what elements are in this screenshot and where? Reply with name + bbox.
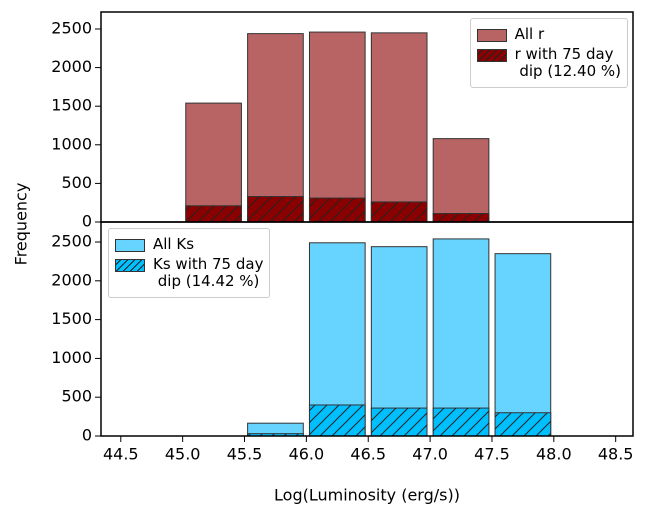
y-tick-label: 1000 bbox=[51, 134, 92, 153]
legend-entry: All Ks bbox=[115, 236, 263, 253]
x-axis-label: Log(Luminosity (erg/s)) bbox=[274, 486, 460, 505]
y-tick-label: 2500 bbox=[51, 18, 92, 37]
legend: All Ks Ks with 75 day dip (14.42 %) bbox=[108, 228, 271, 298]
bar bbox=[247, 33, 304, 223]
bar bbox=[308, 242, 366, 437]
y-tick-label: 1500 bbox=[51, 96, 92, 115]
legend-label: Ks with 75 day dip (14.42 %) bbox=[153, 255, 264, 290]
y-tick-label: 0 bbox=[82, 426, 92, 445]
legend-entry: r with 75 day dip (12.40 %) bbox=[476, 45, 621, 80]
x-tick-label: 46.5 bbox=[350, 445, 386, 464]
bar-hatch bbox=[247, 433, 304, 436]
bar bbox=[370, 246, 428, 437]
y-tick-label: 2000 bbox=[51, 270, 92, 289]
y-tick-label: 0 bbox=[82, 212, 92, 231]
legend-swatch bbox=[476, 49, 507, 62]
bar bbox=[185, 102, 242, 223]
bar-hatch bbox=[247, 196, 304, 222]
bar-hatch bbox=[371, 201, 428, 222]
legend-swatch bbox=[476, 29, 507, 42]
legend-entry: Ks with 75 day dip (14.42 %) bbox=[115, 256, 263, 290]
legend-label: All r bbox=[514, 25, 545, 43]
legend-swatch bbox=[115, 239, 145, 252]
bar bbox=[432, 138, 490, 223]
legend-entry: All r bbox=[476, 25, 621, 43]
y-tick-label: 1500 bbox=[51, 309, 92, 328]
legend-swatch bbox=[115, 259, 145, 272]
y-tick-label: 2500 bbox=[51, 232, 92, 251]
bar-hatch bbox=[309, 404, 366, 436]
y-axis-label: Frequency bbox=[12, 183, 31, 266]
bar-hatch bbox=[371, 408, 428, 436]
x-tick-label: 47.0 bbox=[412, 445, 448, 464]
x-tick-label: 46.0 bbox=[289, 445, 325, 464]
bar-hatch bbox=[185, 205, 242, 222]
bar-hatch bbox=[309, 198, 366, 222]
y-tick-label: 500 bbox=[61, 387, 92, 406]
y-tick-label: 500 bbox=[61, 173, 92, 192]
x-tick-label: 44.5 bbox=[103, 445, 139, 464]
legend-label: All Ks bbox=[153, 235, 195, 253]
bar-hatch bbox=[433, 408, 489, 436]
bar-hatch bbox=[495, 412, 551, 436]
axes-frame bbox=[100, 221, 634, 437]
x-tick-label: 48.5 bbox=[598, 445, 634, 464]
legend-label: r with 75 day dip (12.40 %) bbox=[514, 45, 621, 80]
x-tick-label: 48.0 bbox=[536, 445, 572, 464]
bar bbox=[308, 31, 366, 223]
legend: All r r with 75 day dip (12.40 %) bbox=[469, 18, 628, 88]
x-tick-label: 45.0 bbox=[165, 445, 201, 464]
x-tick-label: 47.5 bbox=[474, 445, 510, 464]
bar bbox=[494, 253, 552, 437]
bar bbox=[370, 32, 428, 223]
bar-hatch bbox=[433, 213, 489, 222]
bar bbox=[432, 238, 490, 437]
y-tick-label: 2000 bbox=[51, 57, 92, 76]
x-tick-label: 45.5 bbox=[227, 445, 263, 464]
y-tick-label: 1000 bbox=[51, 348, 92, 367]
